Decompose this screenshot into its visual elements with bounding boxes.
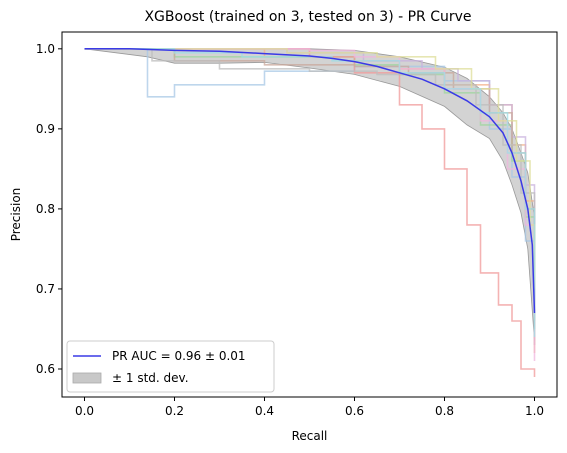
x-tick-label: 0.8 [435, 404, 454, 418]
fold-curve-9 [84, 48, 536, 289]
legend-patch-swatch [72, 372, 102, 384]
legend-label-pr-auc: PR AUC = 0.96 ± 0.01 [112, 349, 246, 363]
x-tick-label: 1.0 [525, 404, 544, 418]
x-tick-label: 0.6 [345, 404, 364, 418]
y-tick-label: 1.0 [36, 42, 55, 56]
legend-label-std-dev: ± 1 std. dev. [112, 371, 189, 385]
x-axis-label: Recall [292, 429, 328, 443]
chart-title: XGBoost (trained on 3, tested on 3) - PR… [144, 9, 471, 25]
fold-curve-4 [84, 48, 536, 377]
y-tick-label: 0.9 [36, 122, 55, 136]
y-axis-ticks: 0.6 0.7 0.8 0.9 1.0 [36, 42, 62, 376]
fold-curves-layer [84, 48, 536, 377]
plot-frame [61, 31, 558, 398]
legend: PR AUC = 0.96 ± 0.01 ± 1 std. dev. [66, 340, 275, 393]
x-tick-label: 0.2 [165, 404, 184, 418]
x-tick-label: 0.4 [255, 404, 274, 418]
fold-curve-8 [84, 48, 536, 329]
legend-box [66, 340, 275, 393]
x-tick-label: 0.0 [75, 404, 94, 418]
x-axis-ticks: 0.0 0.2 0.4 0.6 0.8 1.0 [75, 397, 544, 418]
mean-curve-layer [84, 48, 536, 314]
y-axis-label: Precision [9, 188, 23, 242]
y-tick-label: 0.6 [36, 362, 55, 376]
y-tick-label: 0.8 [36, 202, 55, 216]
plot-area: 0.0 0.2 0.4 0.6 0.8 1.0 0.6 0.7 0.8 0.9 1.0 [36, 31, 558, 418]
mean-pr-curve [84, 48, 536, 314]
y-tick-label: 0.7 [36, 282, 55, 296]
